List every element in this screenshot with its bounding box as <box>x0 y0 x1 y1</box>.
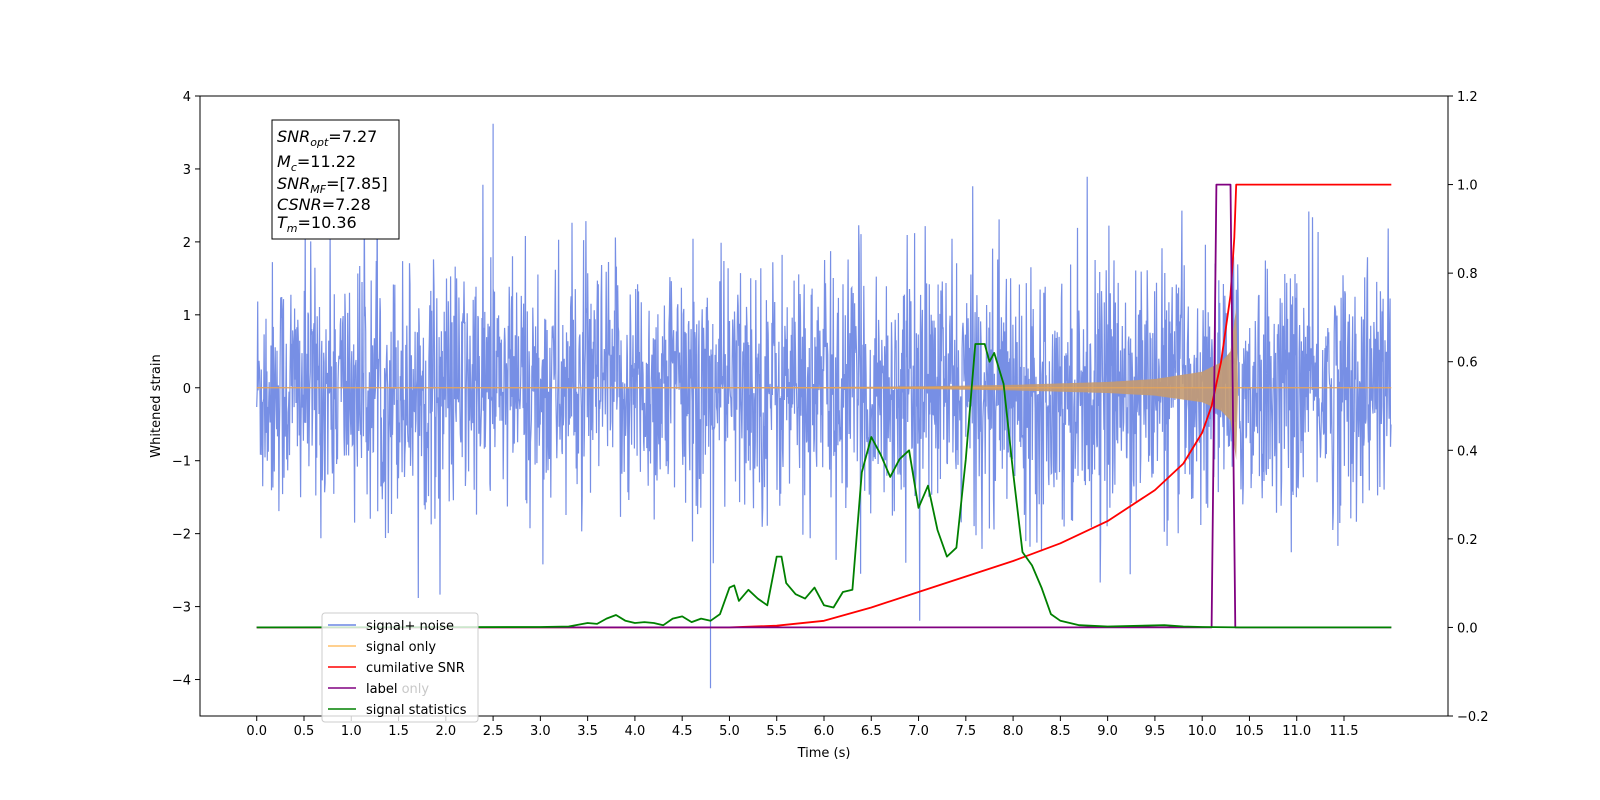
info-csnr: CSNR=7.28 <box>277 195 371 214</box>
series-signal-statistics <box>256 343 1392 629</box>
x-tick-label: 10.0 <box>1188 724 1217 739</box>
y-left-tick-label: −4 <box>172 674 191 689</box>
y-axis-label-left: Whitened strain <box>149 354 164 457</box>
y-right-tick-label: 0.0 <box>1457 621 1478 636</box>
y-left-tick-label: −1 <box>172 455 191 470</box>
x-tick-label: 3.0 <box>530 724 551 739</box>
y-right-tick-label: 0.6 <box>1457 356 1478 371</box>
y-axis-left: 4 3 2 1 0 −1 −2 −3 −4 <box>172 90 200 689</box>
x-tick-label: 3.5 <box>577 724 598 739</box>
x-axis-label: Time (s) <box>797 746 851 761</box>
x-tick-label: 7.0 <box>908 724 929 739</box>
x-axis: 0.0 0.5 1.0 1.5 2.0 2.5 3.0 3.5 4.0 4.5 5.0 5.5 6.0 6… <box>246 716 1358 739</box>
y-left-tick-label: −3 <box>172 601 191 616</box>
y-axis-right: 1.2 1.0 0.8 0.6 0.4 0.2 0.0 −0.2 <box>1448 90 1489 725</box>
y-left-tick-label: 3 <box>183 163 191 178</box>
legend-label-signal-statistics: signal statistics <box>366 703 467 718</box>
y-right-tick-label: 1.2 <box>1457 90 1478 105</box>
x-tick-label: 2.0 <box>435 724 456 739</box>
y-left-tick-label: 4 <box>183 90 191 105</box>
x-tick-label: 6.0 <box>814 724 835 739</box>
x-tick-label: 1.5 <box>388 724 409 739</box>
x-tick-label: 0.5 <box>294 724 315 739</box>
x-tick-label: 5.0 <box>719 724 740 739</box>
y-right-tick-label: 0.2 <box>1457 533 1478 548</box>
series-cumulative-snr <box>256 183 1392 629</box>
x-tick-label: 9.5 <box>1145 724 1166 739</box>
legend-label-label: label <box>366 682 397 697</box>
series-signal-statistics-line <box>256 343 1392 629</box>
x-tick-label: 1.0 <box>341 724 362 739</box>
y-left-tick-label: 0 <box>183 382 191 397</box>
y-left-tick-label: 2 <box>183 236 191 251</box>
info-chirp-mass: Mc=11.22 <box>277 152 356 174</box>
legend-label-signal-only: signal only <box>366 640 436 655</box>
x-tick-label: 2.5 <box>483 724 504 739</box>
legend: signal+ noise signal only cumilative SNR… <box>321 612 479 723</box>
info-box-frame <box>271 119 400 240</box>
x-tick-label: 4.0 <box>625 724 646 739</box>
y-right-tick-label: 0.8 <box>1457 267 1478 282</box>
x-tick-label: 6.5 <box>861 724 882 739</box>
x-tick-label: 9.0 <box>1097 724 1118 739</box>
x-tick-label: 10.5 <box>1235 724 1264 739</box>
x-tick-label: 5.5 <box>766 724 787 739</box>
y-right-tick-label: 0.4 <box>1457 444 1478 459</box>
legend-label-signal-noise: signal+ noise <box>366 619 454 634</box>
info-tm: Tm=10.36 <box>277 213 357 235</box>
info-box: SNRopt=7.27 Mc=11.22 SNRMF=[7.85] CSNR=7… <box>271 119 400 240</box>
y-left-tick-label: 1 <box>183 309 191 324</box>
legend-label-cumulative-snr: cumilative SNR <box>366 661 465 676</box>
info-snr-mf: SNRMF=[7.85] <box>277 174 388 196</box>
x-tick-label: 7.5 <box>955 724 976 739</box>
y-right-tick-label: −0.2 <box>1457 710 1489 725</box>
x-tick-label: 11.5 <box>1330 724 1359 739</box>
plot-area <box>256 123 1392 689</box>
series-cumulative-snr-line <box>256 183 1392 629</box>
x-tick-label: 8.0 <box>1003 724 1024 739</box>
x-tick-label: 11.0 <box>1282 724 1311 739</box>
x-tick-label: 4.5 <box>672 724 693 739</box>
series-signal-only <box>256 307 1392 460</box>
x-tick-label: 0.0 <box>246 724 267 739</box>
legend-label-label-only-ghost: label only <box>366 682 429 697</box>
x-tick-label: 8.5 <box>1050 724 1071 739</box>
info-snr-opt: SNRopt=7.27 <box>277 127 377 149</box>
y-right-tick-label: 1.0 <box>1457 179 1478 194</box>
y-left-tick-label: −2 <box>172 528 191 543</box>
series-signal-only-band <box>256 307 1392 460</box>
legend-frame <box>321 612 479 723</box>
